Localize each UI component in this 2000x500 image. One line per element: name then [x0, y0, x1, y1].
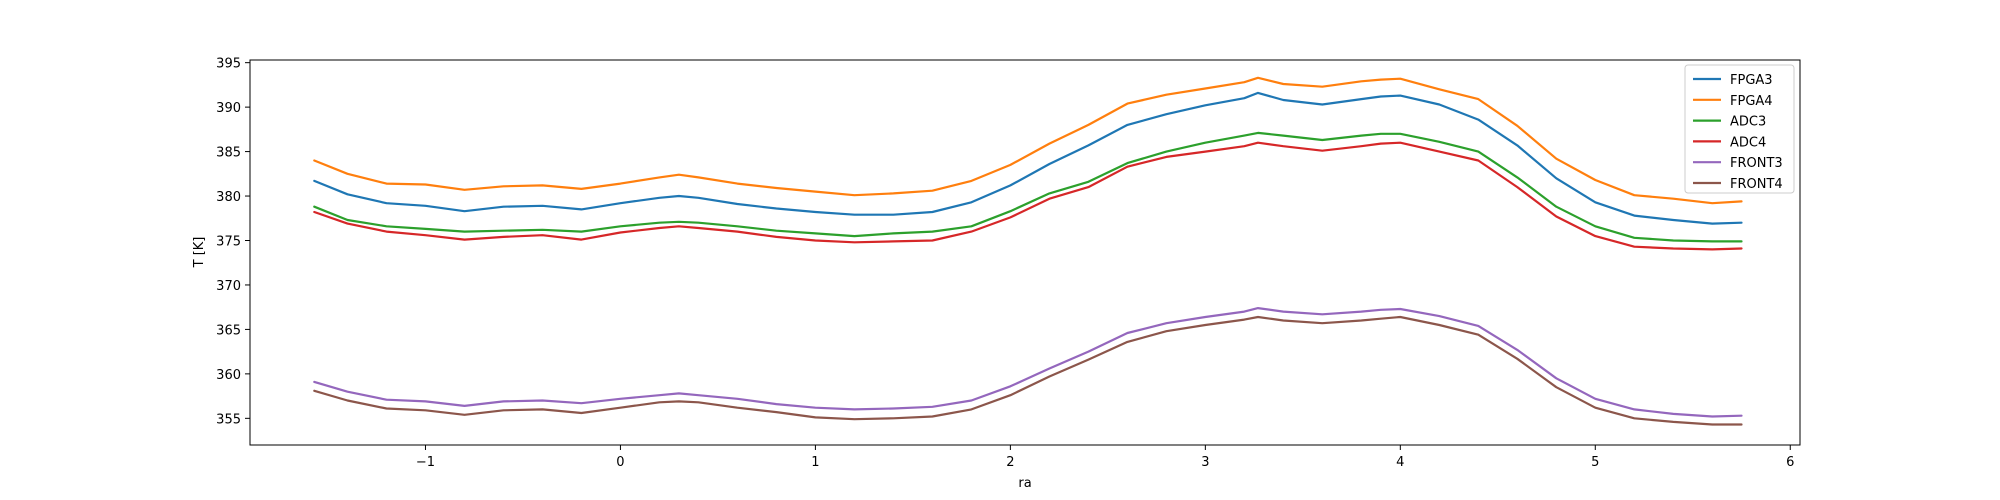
- x-tick-label: 6: [1786, 455, 1794, 470]
- legend-label: FPGA4: [1730, 94, 1773, 109]
- x-tick-label: 2: [1006, 455, 1014, 470]
- x-tick-label: 5: [1591, 455, 1599, 470]
- x-axis-label: ra: [1018, 476, 1031, 491]
- series-line-front3: [313, 307, 1743, 418]
- series-line-front4: [313, 315, 1743, 426]
- series-lines: [313, 76, 1743, 426]
- x-tick-label: 3: [1201, 455, 1209, 470]
- x-axis-ticks: −1 0 1 2 3 4 5 6: [416, 445, 1794, 470]
- x-tick-label: −1: [416, 455, 435, 470]
- y-tick-label: 365: [216, 323, 241, 338]
- legend-label: FRONT3: [1730, 156, 1783, 171]
- y-tick-label: 370: [216, 279, 241, 294]
- y-tick-label: 375: [216, 234, 241, 249]
- legend-label: FRONT4: [1730, 177, 1783, 192]
- y-axis-label: T [K]: [192, 237, 207, 269]
- y-tick-label: 380: [216, 190, 241, 205]
- x-tick-label: 1: [811, 455, 819, 470]
- legend-label: ADC3: [1730, 115, 1766, 130]
- y-axis-ticks: 355 360 365 370 375 380 385 390 395: [216, 57, 250, 427]
- series-line-fpga4: [313, 76, 1743, 205]
- y-tick-label: 390: [216, 101, 241, 116]
- legend-label: ADC4: [1730, 135, 1766, 150]
- x-tick-label: 0: [616, 455, 624, 470]
- legend-label: FPGA3: [1730, 73, 1773, 88]
- legend: FPGA3 FPGA4 ADC3 ADC4 FRONT3 FRONT4: [1684, 64, 1795, 194]
- legend-box: [1684, 64, 1795, 194]
- y-tick-label: 360: [216, 368, 241, 383]
- x-tick-label: 4: [1396, 455, 1404, 470]
- series-line-fpga3: [313, 91, 1743, 225]
- plot-area: [249, 59, 1801, 446]
- series-line-adc4: [313, 141, 1743, 251]
- plot-frame: [249, 59, 1801, 446]
- y-tick-label: 385: [216, 146, 241, 161]
- y-tick-label: 395: [216, 57, 241, 72]
- series-line-adc3: [313, 131, 1743, 243]
- y-tick-label: 355: [216, 412, 241, 427]
